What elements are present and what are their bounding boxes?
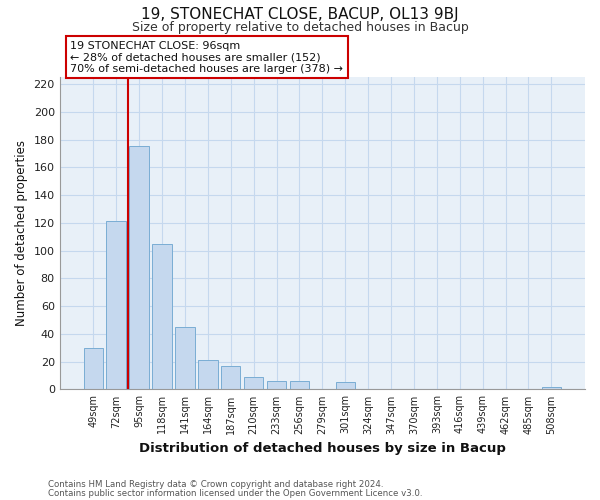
Text: 19, STONECHAT CLOSE, BACUP, OL13 9BJ: 19, STONECHAT CLOSE, BACUP, OL13 9BJ <box>141 8 459 22</box>
Bar <box>106 222 126 390</box>
Bar <box>83 348 103 390</box>
Text: 19 STONECHAT CLOSE: 96sqm
← 28% of detached houses are smaller (152)
70% of semi: 19 STONECHAT CLOSE: 96sqm ← 28% of detac… <box>70 40 343 74</box>
Bar <box>221 366 241 390</box>
Bar <box>290 381 309 390</box>
Bar <box>244 377 263 390</box>
Text: Contains public sector information licensed under the Open Government Licence v3: Contains public sector information licen… <box>48 488 422 498</box>
Y-axis label: Number of detached properties: Number of detached properties <box>15 140 28 326</box>
Bar <box>152 244 172 390</box>
Bar <box>335 382 355 390</box>
Bar <box>175 327 194 390</box>
X-axis label: Distribution of detached houses by size in Bacup: Distribution of detached houses by size … <box>139 442 506 455</box>
Text: Contains HM Land Registry data © Crown copyright and database right 2024.: Contains HM Land Registry data © Crown c… <box>48 480 383 489</box>
Bar <box>130 146 149 390</box>
Text: Size of property relative to detached houses in Bacup: Size of property relative to detached ho… <box>131 21 469 34</box>
Bar <box>198 360 218 390</box>
Bar <box>542 386 561 390</box>
Bar <box>267 381 286 390</box>
